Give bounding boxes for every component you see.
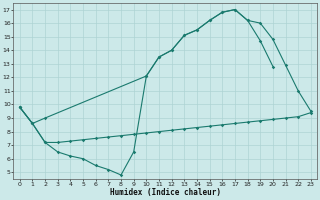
X-axis label: Humidex (Indice chaleur): Humidex (Indice chaleur) (110, 188, 221, 197)
